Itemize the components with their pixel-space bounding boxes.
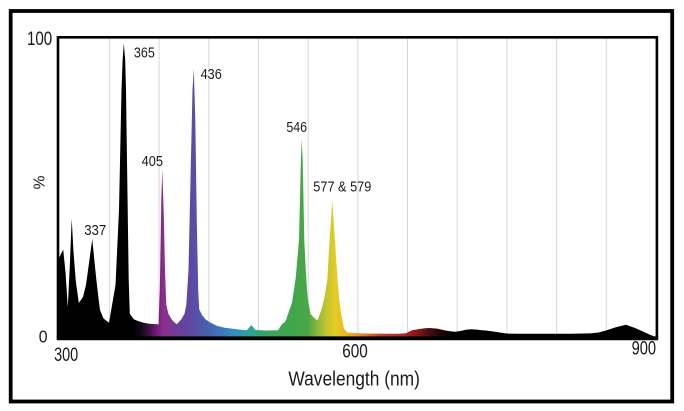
svg-text:%: % [32, 175, 49, 189]
svg-text:546: 546 [286, 120, 307, 136]
svg-text:0: 0 [39, 327, 48, 347]
svg-text:337: 337 [84, 223, 106, 239]
svg-text:100: 100 [27, 29, 52, 50]
svg-text:600: 600 [342, 342, 368, 363]
svg-text:577 & 579: 577 & 579 [313, 179, 371, 195]
svg-text:300: 300 [54, 345, 78, 366]
svg-text:365: 365 [134, 46, 155, 62]
svg-text:436: 436 [201, 67, 222, 83]
svg-text:900: 900 [632, 338, 656, 359]
svg-text:Wavelength (nm): Wavelength (nm) [288, 369, 420, 391]
svg-text:405: 405 [142, 154, 163, 170]
